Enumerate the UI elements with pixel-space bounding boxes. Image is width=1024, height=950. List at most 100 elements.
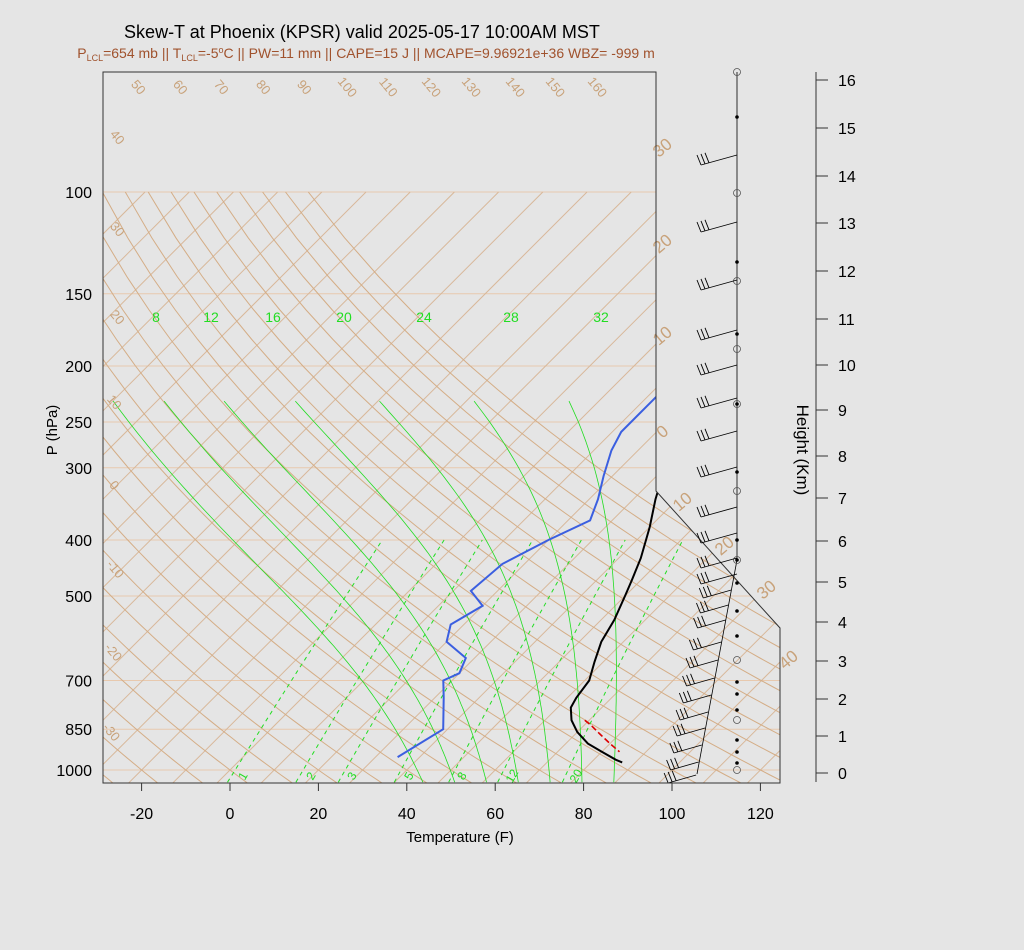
wind-barb [700,364,738,376]
t-lcl-value: -5 [206,45,219,61]
wind-barb-feather [696,397,702,409]
wind-barb-feather [700,556,706,568]
wind-barb-feather [683,707,689,718]
mixing-ratio-label: 20 [567,766,586,785]
height-marker-dot [735,750,739,754]
height-marker-dot [735,708,739,712]
moist-adiabat-line [473,400,583,783]
wind-barb-feather [671,770,677,781]
height-marker-dot [735,692,739,696]
wind-barb-feather [704,600,709,611]
wind-barb-feather [700,153,706,165]
height-marker-dot [735,761,739,765]
mixing-ratio-line [227,539,383,783]
mixing-ratio-label: 12 [503,766,522,785]
height-tick-label: 14 [838,169,856,186]
temperature-tick-label: 80 [575,806,593,823]
wind-barb-feather [693,638,698,650]
wind-barb-feather [700,278,706,290]
isotherm-line [612,191,780,783]
wind-barb-feather [704,464,710,475]
pressure-tick-label: 200 [65,359,92,376]
height-tick-label: 10 [838,358,856,375]
wind-barb-feather [670,758,676,770]
isotherm-line [568,191,780,783]
dry-adiabat-line [239,191,780,783]
isotherm-line [103,191,588,783]
height-marker-dot [735,402,739,406]
wind-barb-feather [675,709,681,721]
wind-barb-feather [704,152,710,163]
dry-adiabat-line [103,191,565,783]
moist-adiabat-label: 20 [336,309,352,325]
wind-barb-feather [700,363,706,375]
wind-barb-feather [666,759,672,771]
wind-barb-feather [693,617,699,629]
wind-barb-feather [679,708,685,720]
temperature-tick-label: 40 [398,806,416,823]
dry-adiabat-line [147,191,780,783]
wind-barb [700,604,729,614]
dry-adiabat-line [103,191,700,783]
wind-barb-feather [704,571,710,582]
height-marker-circle [733,68,741,76]
dry-adiabat-line [103,191,205,783]
height-tick-label: 6 [838,534,847,551]
wind-barb-feather [700,396,706,408]
dry-adiabat-line [103,191,520,783]
chart-title: Skew-T at Phoenix (KPSR) valid 2025-05-1… [124,22,600,42]
wind-barb [673,744,702,754]
wind-barb [700,466,738,478]
wind-barb [703,589,732,599]
wind-barb-feather [674,757,680,768]
isotherm-line [103,191,676,783]
moist-adiabat-line [223,400,487,783]
wind-barb-feather [696,329,702,341]
wind-barb-feather [704,277,710,288]
pressure-tick-label: 300 [65,461,92,478]
wind-barb-feather [702,586,708,598]
height-marker-circle [733,656,741,664]
wind-barb-feather [686,674,691,686]
temperature-tick-label: 120 [747,806,774,823]
height-marker-circle [733,345,741,353]
wind-barb-feather [696,532,702,544]
wind-barb-feather [704,428,710,439]
wind-barb-feather [704,327,710,338]
wind-barb-feather [696,466,702,478]
wind-barb-feather [696,573,702,585]
wind-barb [700,573,738,585]
moist-adiabat-line [112,400,424,783]
height-tick-label: 4 [838,615,847,632]
wind-barb-feather [696,430,702,442]
chart-subtitle: PLCL=654 mb || TLCL=-5oC || PW=11 mm || … [77,45,655,63]
moist-adiabat-label: 24 [416,309,432,325]
wind-barb-feather [696,221,702,233]
height-marker-dot [735,609,739,613]
dry-adiabat-line [103,191,745,783]
moist-adiabat-label: 28 [503,309,519,325]
wind-barb-feather [700,328,706,340]
isotherm-line [103,191,234,783]
wind-barb [679,711,709,721]
dry-adiabat-line [103,191,475,783]
wind-barb-feather [704,395,710,406]
isotherm-line [103,191,632,783]
height-axis-label: Height (Km) [793,405,812,496]
height-marker-dot [735,738,739,742]
wind-barb-feather [696,602,701,614]
wind-barb-feather [700,220,706,232]
wind-barb [700,397,738,409]
height-marker-dot [735,558,739,562]
height-marker-dot [735,538,739,542]
mixing-ratio-line [561,539,684,783]
height-tick-label: 5 [838,575,847,592]
temperature-tick-label: 20 [310,806,328,823]
wind-barb-feather [673,741,679,753]
mixing-ratio-line [393,539,534,783]
height-marker-circle [733,716,741,724]
height-marker-dot [735,634,739,638]
isotherm-line [103,191,323,783]
